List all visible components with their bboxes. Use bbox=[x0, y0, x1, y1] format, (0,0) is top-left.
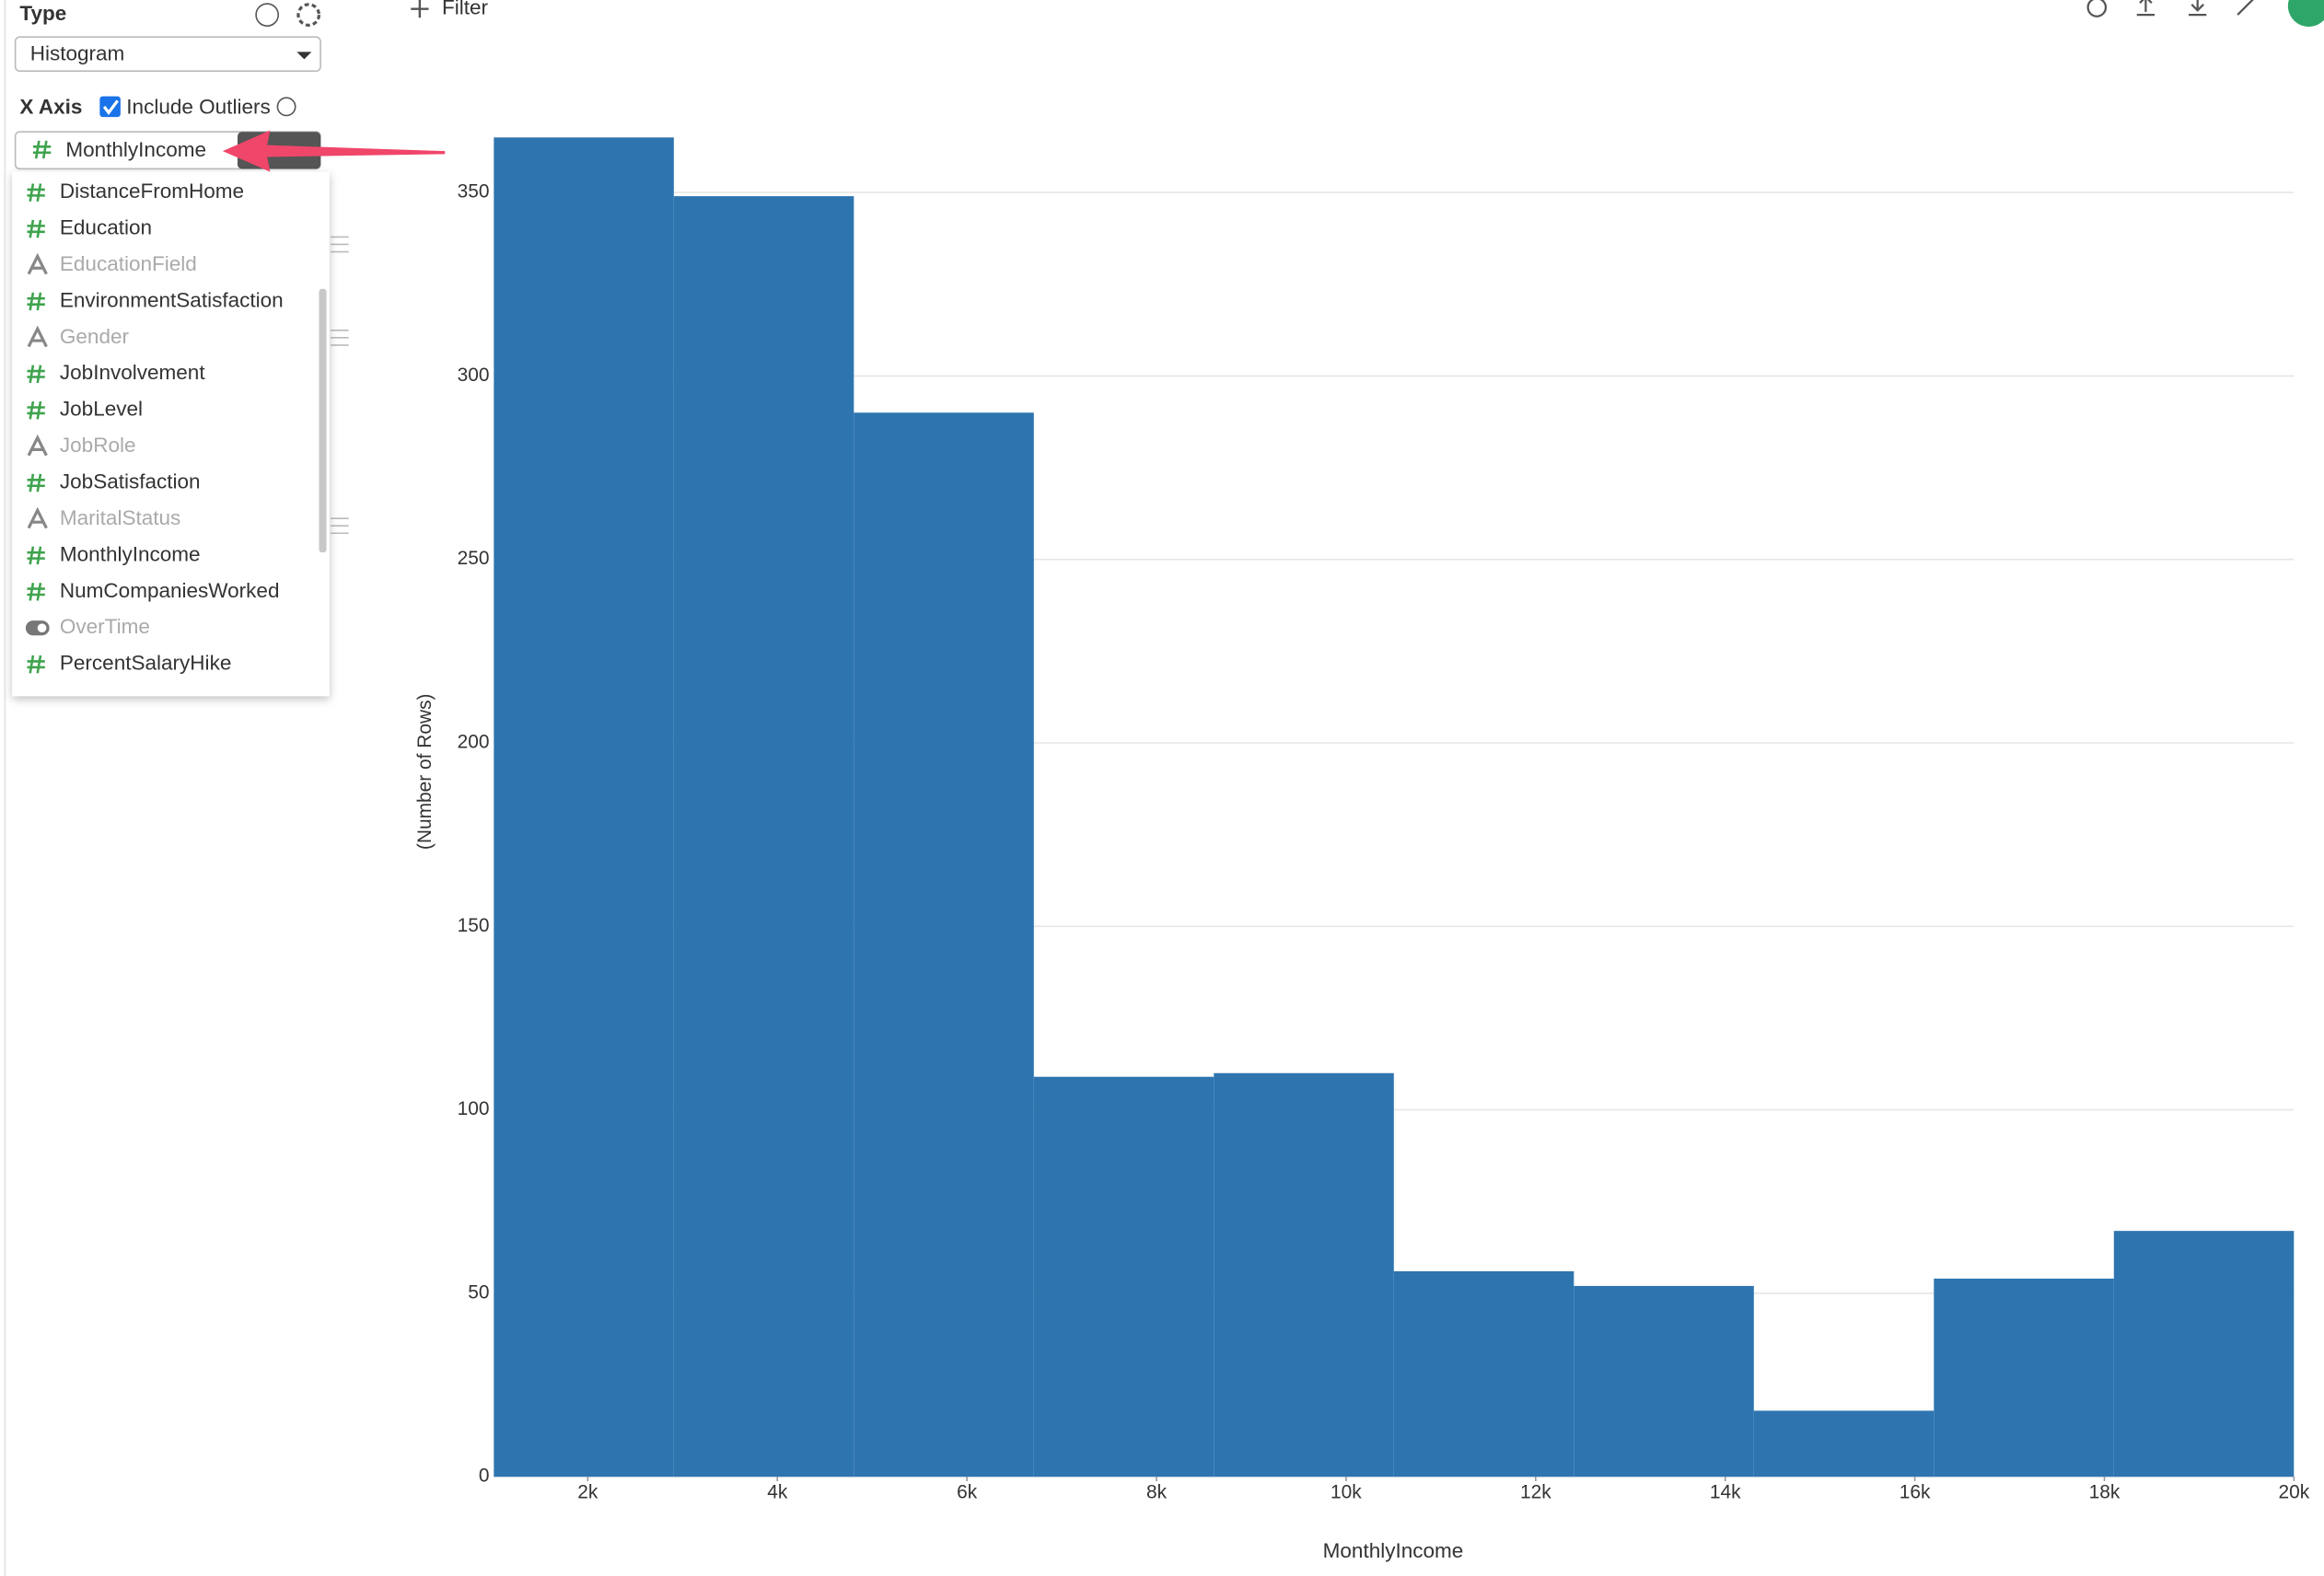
help-icon[interactable] bbox=[276, 97, 296, 117]
x-axis-label: X Axis bbox=[19, 95, 82, 118]
x-tick-label: 16k bbox=[1900, 1481, 1931, 1502]
histogram-bar bbox=[1753, 1410, 1935, 1478]
column-option[interactable]: JobInvolvement bbox=[60, 361, 205, 384]
histogram-chart: 0 50 100 150 200 250 300 350 2k 4k 6k 8k 10k 12k 14k 16… bbox=[458, 137, 2310, 1502]
number-icon bbox=[27, 183, 45, 203]
settings-icon[interactable] bbox=[296, 3, 321, 27]
selected-column: MonthlyIncome bbox=[65, 138, 206, 161]
column-option[interactable]: DistanceFromHome bbox=[60, 180, 244, 203]
y-tick-label: 250 bbox=[458, 548, 490, 569]
histogram-bar bbox=[1574, 1285, 1754, 1478]
outliers-checkbox[interactable] bbox=[99, 96, 121, 118]
number-icon bbox=[27, 292, 45, 311]
y-tick-label: 0 bbox=[479, 1466, 490, 1487]
drag-handles bbox=[331, 236, 349, 535]
number-icon bbox=[27, 473, 45, 492]
column-option[interactable]: JobSatisfaction bbox=[60, 469, 201, 492]
histogram-bar bbox=[494, 137, 674, 1478]
number-icon bbox=[27, 400, 45, 420]
column-option[interactable]: JobLevel bbox=[60, 398, 143, 421]
chart-type-select[interactable] bbox=[14, 36, 321, 73]
x-tick-label: 6k bbox=[957, 1481, 978, 1502]
column-option[interactable]: Education bbox=[60, 216, 152, 239]
y-tick-label: 350 bbox=[458, 181, 490, 203]
x-tick-label: 14k bbox=[1710, 1481, 1741, 1502]
chart-type-value: Histogram bbox=[30, 41, 125, 64]
histogram-bar bbox=[1033, 1076, 1214, 1478]
number-icon bbox=[27, 546, 45, 565]
y-tick-label: 300 bbox=[458, 365, 490, 386]
x-axis-title: MonthlyIncome bbox=[1323, 1539, 1464, 1562]
column-option[interactable]: EnvironmentSatisfaction bbox=[60, 288, 284, 311]
y-tick-label: 150 bbox=[458, 915, 490, 936]
column-option[interactable]: OverTime bbox=[60, 615, 150, 638]
text-icon bbox=[27, 325, 48, 348]
histogram-bar bbox=[673, 196, 854, 1478]
y-tick-label: 50 bbox=[468, 1281, 489, 1303]
column-list: DistanceFromHome Education EducationField E… bbox=[25, 180, 284, 675]
y-axis-title: (Number of Rows) bbox=[414, 693, 436, 850]
number-icon bbox=[27, 219, 45, 238]
x-tick-label: 12k bbox=[1520, 1481, 1551, 1502]
filter-button[interactable]: Filter bbox=[442, 0, 489, 19]
help-icon[interactable] bbox=[255, 3, 280, 27]
histogram-bar bbox=[854, 412, 1034, 1478]
boolean-knob bbox=[37, 623, 47, 633]
annotation-arrow bbox=[222, 130, 446, 172]
x-tick-label: 18k bbox=[2089, 1481, 2121, 1502]
add-button[interactable] bbox=[2287, 0, 2324, 27]
x-tick-label: 4k bbox=[767, 1481, 788, 1502]
column-option[interactable]: JobRole bbox=[60, 434, 136, 457]
scrollbar[interactable] bbox=[319, 288, 327, 553]
x-tick-label: 8k bbox=[1146, 1481, 1168, 1502]
histogram-bar bbox=[2113, 1231, 2295, 1478]
number-icon bbox=[27, 365, 45, 384]
x-tick-label: 20k bbox=[2279, 1481, 2310, 1502]
type-label: Type bbox=[19, 2, 66, 25]
number-icon bbox=[32, 140, 52, 159]
column-option[interactable]: PercentSalaryHike bbox=[60, 652, 231, 675]
column-option[interactable]: MonthlyIncome bbox=[60, 542, 201, 565]
column-option[interactable]: NumCompaniesWorked bbox=[60, 579, 280, 602]
number-icon bbox=[32, 140, 52, 159]
column-option[interactable]: Gender bbox=[60, 325, 130, 348]
y-tick-label: 100 bbox=[458, 1098, 490, 1119]
histogram-bar bbox=[1934, 1278, 2114, 1478]
number-icon bbox=[27, 655, 45, 674]
column-dropdown bbox=[12, 171, 330, 697]
y-tick-label: 200 bbox=[458, 732, 490, 753]
select-caret bbox=[296, 52, 312, 60]
column-option[interactable]: MaritalStatus bbox=[60, 506, 180, 529]
check-mark bbox=[102, 99, 119, 115]
text-icon bbox=[27, 252, 48, 275]
toolbar-icons bbox=[2086, 0, 2254, 17]
column-option[interactable]: EducationField bbox=[60, 252, 197, 275]
text-icon bbox=[27, 506, 48, 529]
number-icon bbox=[27, 582, 45, 601]
x-tick-label: 10k bbox=[1330, 1481, 1362, 1502]
histogram-bar bbox=[1214, 1072, 1394, 1478]
add-icon[interactable] bbox=[411, 0, 429, 18]
include-outliers: Include Outliers bbox=[126, 95, 270, 118]
x-tick-label: 2k bbox=[577, 1481, 598, 1502]
histogram-bar bbox=[1393, 1270, 1575, 1478]
text-icon bbox=[27, 434, 48, 457]
